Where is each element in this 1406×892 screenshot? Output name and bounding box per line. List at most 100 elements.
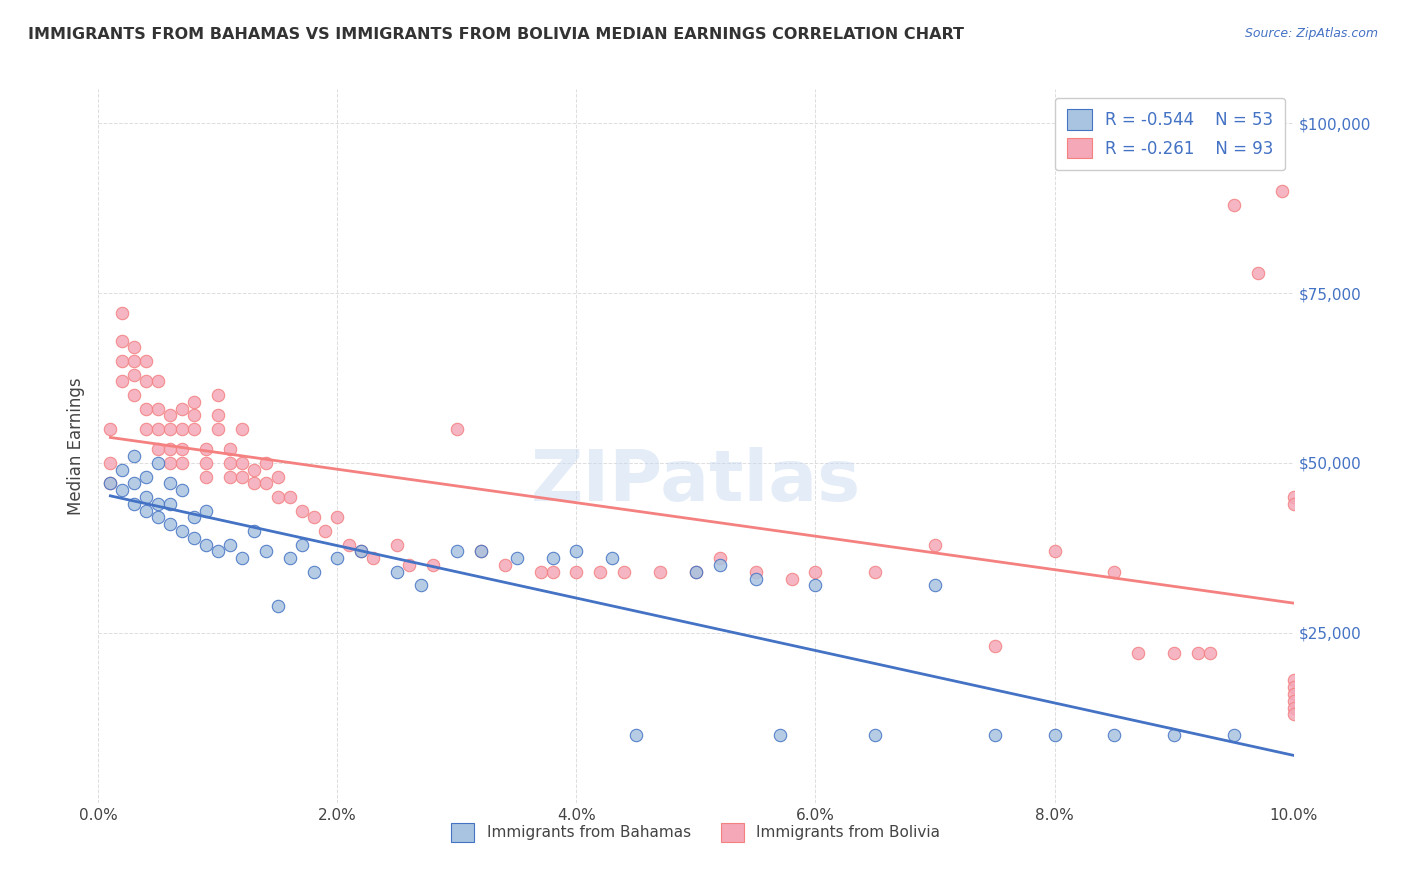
- Point: [1199, 646, 1222, 660]
- Point: [124, 354, 146, 368]
- Point: [541, 565, 564, 579]
- Point: [111, 483, 134, 498]
- Point: [267, 469, 290, 483]
- Point: [172, 401, 194, 416]
- Point: [1271, 184, 1294, 198]
- Point: [111, 463, 134, 477]
- Point: [111, 334, 134, 348]
- Point: [411, 578, 433, 592]
- Point: [111, 306, 134, 320]
- Point: [326, 551, 349, 566]
- Point: [135, 375, 157, 389]
- Point: [219, 442, 242, 457]
- Point: [506, 551, 529, 566]
- Point: [98, 476, 122, 491]
- Point: [148, 422, 170, 436]
- Point: [254, 456, 277, 470]
- Point: [709, 558, 731, 572]
- Point: [172, 483, 194, 498]
- Point: [278, 490, 301, 504]
- Point: [1282, 490, 1305, 504]
- Point: [159, 422, 181, 436]
- Point: [243, 463, 266, 477]
- Point: [291, 503, 314, 517]
- Point: [1043, 544, 1066, 558]
- Point: [159, 517, 181, 532]
- Point: [231, 422, 253, 436]
- Point: [124, 341, 146, 355]
- Point: [1104, 565, 1126, 579]
- Point: [231, 551, 253, 566]
- Point: [267, 599, 290, 613]
- Point: [148, 442, 170, 457]
- Point: [207, 409, 229, 423]
- Point: [195, 469, 218, 483]
- Point: [135, 490, 157, 504]
- Text: ZIPatlas: ZIPatlas: [531, 447, 860, 516]
- Point: [135, 469, 157, 483]
- Point: [207, 388, 229, 402]
- Point: [470, 544, 492, 558]
- Point: [350, 544, 373, 558]
- Point: [565, 565, 588, 579]
- Point: [1282, 694, 1305, 708]
- Point: [172, 456, 194, 470]
- Point: [1043, 728, 1066, 742]
- Point: [1282, 700, 1305, 714]
- Text: IMMIGRANTS FROM BAHAMAS VS IMMIGRANTS FROM BOLIVIA MEDIAN EARNINGS CORRELATION C: IMMIGRANTS FROM BAHAMAS VS IMMIGRANTS FR…: [28, 27, 965, 42]
- Point: [183, 422, 205, 436]
- Point: [291, 537, 314, 551]
- Point: [98, 422, 122, 436]
- Point: [541, 551, 564, 566]
- Point: [446, 422, 468, 436]
- Point: [385, 565, 409, 579]
- Point: [124, 388, 146, 402]
- Point: [685, 565, 707, 579]
- Point: [183, 531, 205, 545]
- Point: [422, 558, 444, 572]
- Point: [172, 442, 194, 457]
- Point: [183, 409, 205, 423]
- Point: [1104, 728, 1126, 742]
- Point: [984, 728, 1007, 742]
- Point: [1282, 707, 1305, 722]
- Point: [350, 544, 373, 558]
- Point: [195, 537, 218, 551]
- Point: [363, 551, 385, 566]
- Point: [446, 544, 468, 558]
- Point: [219, 537, 242, 551]
- Point: [865, 728, 887, 742]
- Point: [172, 422, 194, 436]
- Point: [804, 565, 827, 579]
- Point: [148, 510, 170, 524]
- Point: [207, 422, 229, 436]
- Point: [124, 449, 146, 463]
- Point: [398, 558, 420, 572]
- Point: [219, 469, 242, 483]
- Point: [172, 524, 194, 538]
- Point: [769, 728, 792, 742]
- Point: [267, 490, 290, 504]
- Point: [613, 565, 636, 579]
- Point: [804, 578, 827, 592]
- Point: [1282, 687, 1305, 701]
- Point: [148, 401, 170, 416]
- Point: [685, 565, 707, 579]
- Point: [470, 544, 492, 558]
- Point: [148, 497, 170, 511]
- Point: [159, 497, 181, 511]
- Point: [565, 544, 588, 558]
- Y-axis label: Median Earnings: Median Earnings: [66, 377, 84, 515]
- Point: [602, 551, 624, 566]
- Point: [98, 476, 122, 491]
- Point: [385, 537, 409, 551]
- Point: [183, 394, 205, 409]
- Point: [626, 728, 648, 742]
- Point: [589, 565, 612, 579]
- Point: [924, 578, 946, 592]
- Point: [98, 456, 122, 470]
- Point: [159, 476, 181, 491]
- Point: [1282, 497, 1305, 511]
- Point: [924, 537, 946, 551]
- Point: [494, 558, 516, 572]
